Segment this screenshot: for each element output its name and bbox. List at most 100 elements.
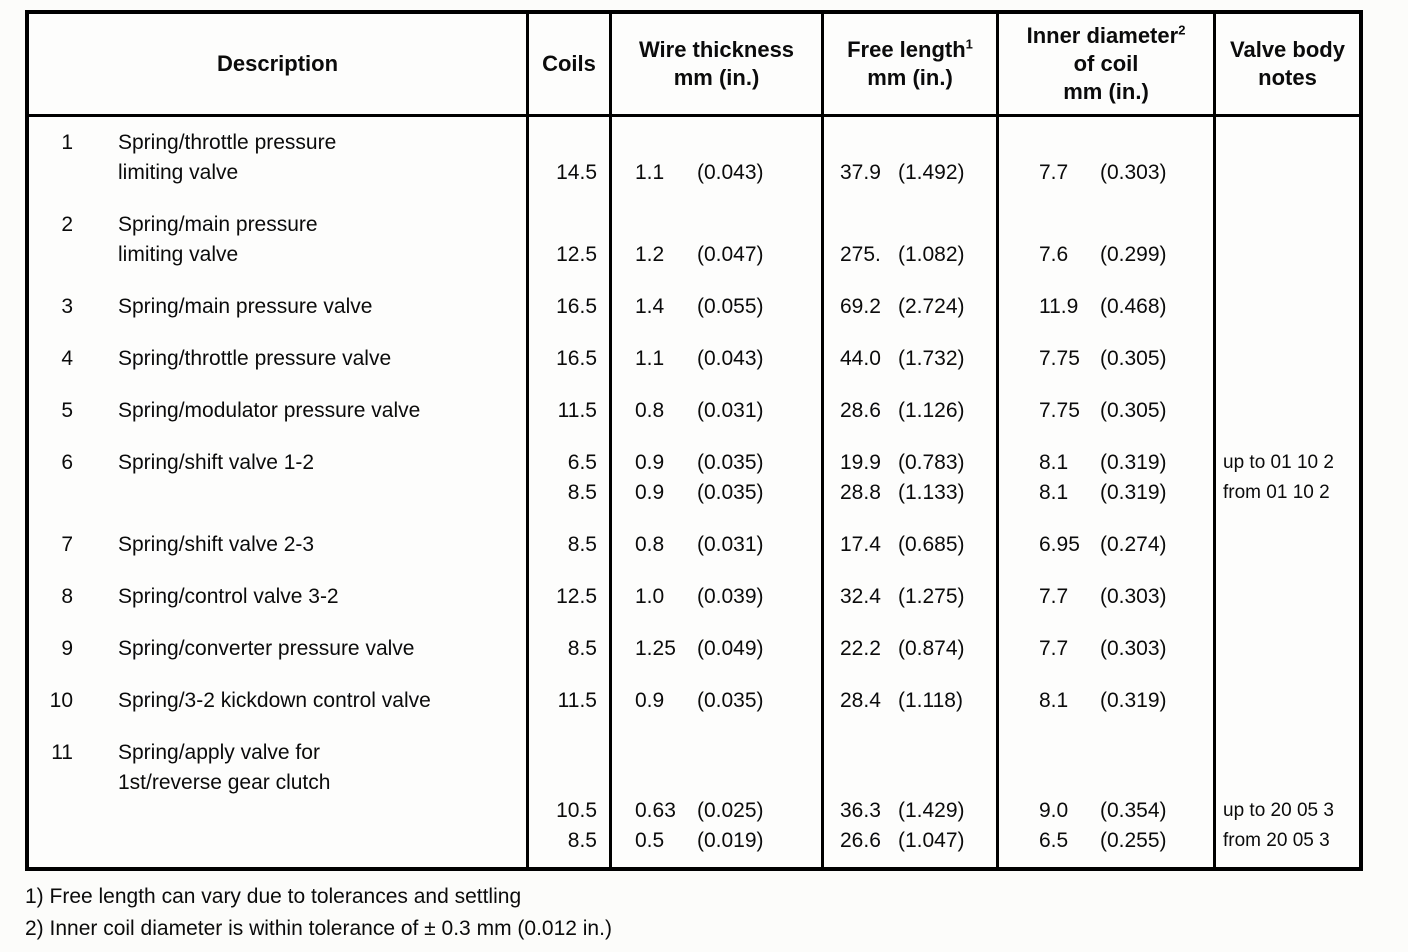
wire-thickness-in-value: (0.031)	[697, 533, 764, 556]
free-length-value: 17.4 (0.685)	[824, 530, 996, 560]
free-length-cell: 36.3 (1.429) 26.6 (1.047)	[821, 727, 996, 867]
table-row: 9 Spring/converter pressure valve 8.5 1.25 (…	[29, 623, 1359, 675]
description-line: Spring/modulator pressure valve	[118, 399, 421, 422]
wire-thickness-mm-value: 1.0	[635, 585, 665, 608]
inner-diameter-cell: 7.7 (0.303)	[996, 571, 1213, 623]
header-inner-diameter: Inner diameter2 of coil mm (in.)	[996, 14, 1213, 114]
table-row: 1 Spring/throttle pressure limiting valve 1…	[29, 117, 1359, 199]
description-line: Spring/shift valve 2-3	[118, 533, 315, 556]
wire-thickness-mm-value: 0.8	[635, 399, 665, 422]
wire-thickness-cell: 1.2 (0.047)	[609, 199, 821, 281]
header-wire-thickness: Wire thickness mm (in.)	[609, 14, 821, 114]
description-cell: 3 Spring/main pressure valve	[29, 281, 526, 333]
free-length-cell: 19.9 (0.783) 28.8 (1.133)	[821, 437, 996, 519]
inner-diameter-value: 9.0 (0.354)	[999, 796, 1213, 826]
inner-diameter-in-value: (0.319)	[1100, 689, 1167, 712]
wire-thickness-value: 1.1 (0.043)	[612, 158, 821, 188]
inner-diameter-mm-value: 7.7	[1039, 637, 1069, 660]
description-line: Spring/main pressure valve	[118, 295, 373, 318]
wire-thickness-mm-value: 1.4	[635, 295, 665, 318]
wire-thickness-in-value: (0.043)	[697, 347, 764, 370]
wire-thickness-in-value: (0.019)	[697, 829, 764, 852]
coils-cell: 11.5	[526, 675, 609, 727]
wire-thickness-value: 1.4 (0.055)	[612, 292, 821, 322]
free-length-in-value: (2.724)	[898, 295, 965, 318]
inner-diameter-value: 8.1 (0.319)	[999, 478, 1213, 508]
notes-cell	[1213, 519, 1359, 571]
free-length-cell: 28.4 (1.118)	[821, 675, 996, 727]
free-length-in-value: (1.047)	[898, 829, 965, 852]
inner-diameter-in-value: (0.319)	[1100, 451, 1167, 474]
description-content: 5 Spring/modulator pressure valve	[45, 396, 526, 426]
free-length-in-value: (1.492)	[898, 161, 965, 184]
wire-thickness-value: 0.63 (0.025)	[612, 796, 821, 826]
table-row: 2 Spring/main pressure limiting valve 12.5 1…	[29, 199, 1359, 281]
notes-cell	[1213, 281, 1359, 333]
header-valve-body-notes-line1: Valve body	[1230, 37, 1345, 62]
free-length-mm-value: 28.4	[840, 689, 881, 712]
inner-diameter-mm-value: 7.7	[1039, 161, 1069, 184]
free-length-in-value: (0.783)	[898, 451, 965, 474]
table-row: 10 Spring/3-2 kickdown control valve 11.5 0…	[29, 675, 1359, 727]
wire-thickness-in-value: (0.039)	[697, 585, 764, 608]
coils-cell: 16.5	[526, 333, 609, 385]
header-free-length-text: Free length	[847, 37, 966, 62]
free-length-value: 22.2 (0.874)	[824, 634, 996, 664]
inner-diameter-value: 11.9 (0.468)	[999, 292, 1213, 322]
wire-thickness-mm-value: 0.9	[635, 689, 665, 712]
coils-value: 8.5	[567, 829, 597, 852]
inner-diameter-value: 6.95 (0.274)	[999, 530, 1213, 560]
header-coils-label: Coils	[542, 51, 596, 76]
notes-cell	[1213, 117, 1359, 199]
description-text: Spring/throttle pressure limiting valve	[118, 128, 336, 188]
free-length-mm-value: 28.8	[840, 481, 881, 504]
wire-thickness-mm-value: 0.8	[635, 533, 665, 556]
inner-diameter-in-value: (0.468)	[1100, 295, 1167, 318]
description-cell: 6 Spring/shift valve 1-2	[29, 437, 526, 519]
inner-diameter-mm-value: 8.1	[1039, 689, 1069, 712]
wire-thickness-value: 0.8 (0.031)	[612, 396, 821, 426]
inner-diameter-cell: 6.95 (0.274)	[996, 519, 1213, 571]
description-text: Spring/main pressure limiting valve	[118, 210, 318, 270]
notes-cell	[1213, 675, 1359, 727]
inner-diameter-mm-value: 7.7	[1039, 585, 1069, 608]
row-number: 10	[49, 689, 73, 712]
description-content: 2 Spring/main pressure limiting valve	[45, 210, 526, 270]
row-number: 2	[61, 213, 73, 236]
valve-body-note: up to 01 10 2	[1223, 452, 1334, 473]
description-cell: 9 Spring/converter pressure valve	[29, 623, 526, 675]
description-text: Spring/modulator pressure valve	[118, 396, 420, 426]
wire-thickness-mm-value: 0.9	[635, 481, 665, 504]
description-line: limiting valve	[118, 243, 239, 266]
description-text: Spring/main pressure valve	[118, 292, 372, 322]
header-free-length-unit: mm (in.)	[867, 65, 953, 90]
free-length-mm-value: 69.2	[840, 295, 881, 318]
wire-thickness-in-value: (0.035)	[697, 451, 764, 474]
wire-thickness-value: 0.8 (0.031)	[612, 530, 821, 560]
free-length-value: 275. (1.082)	[824, 240, 996, 270]
wire-thickness-cell: 1.1 (0.043)	[609, 117, 821, 199]
coils-cell: 12.5	[526, 571, 609, 623]
header-description: Description	[29, 14, 526, 114]
description-content: 11 Spring/apply valve for 1st/reverse gear…	[45, 738, 526, 798]
description-line: Spring/main pressure	[118, 213, 318, 236]
description-cell: 10 Spring/3-2 kickdown control valve	[29, 675, 526, 727]
free-length-in-value: (1.118)	[898, 689, 963, 712]
coils-cell: 8.5	[526, 623, 609, 675]
description-content: 1 Spring/throttle pressure limiting valve	[45, 128, 526, 188]
row-number: 5	[61, 399, 73, 422]
inner-diameter-mm-value: 6.95	[1039, 533, 1080, 556]
header-inner-diameter-title: Inner diameter2	[1027, 22, 1186, 50]
header-inner-diameter-line2: of coil	[1073, 51, 1139, 76]
free-length-cell: 17.4 (0.685)	[821, 519, 996, 571]
wire-thickness-value: 1.1 (0.043)	[612, 344, 821, 374]
coils-value: 12.5	[556, 243, 597, 266]
row-number: 4	[61, 347, 73, 370]
free-length-value: 28.4 (1.118)	[824, 686, 996, 716]
coils-cell: 12.5	[526, 199, 609, 281]
header-free-length: Free length1 mm (in.)	[821, 14, 996, 114]
row-number: 11	[51, 741, 73, 764]
description-line: Spring/control valve 3-2	[118, 585, 339, 608]
free-length-cell: 69.2 (2.724)	[821, 281, 996, 333]
